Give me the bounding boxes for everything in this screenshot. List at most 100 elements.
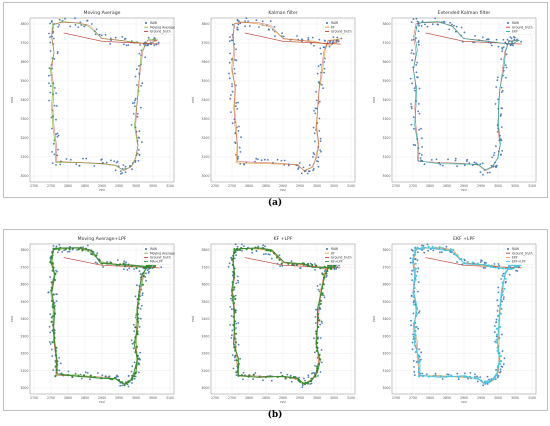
raw-point: [501, 149, 504, 152]
raw-point: [278, 254, 281, 256]
row-label-b: (b): [267, 410, 283, 420]
raw-point: [144, 56, 147, 59]
raw-point: [502, 363, 505, 366]
raw-point: [83, 25, 85, 28]
raw-point: [140, 85, 142, 87]
raw-point: [141, 294, 144, 296]
raw-point: [49, 36, 51, 38]
raw-point: [412, 312, 415, 315]
chart-title: Moving Average+LPF: [78, 236, 127, 242]
lpf-marker: [267, 249, 270, 252]
raw-point: [418, 103, 420, 105]
lpf-marker: [71, 247, 75, 250]
raw-point: [337, 40, 340, 43]
raw-point: [74, 17, 76, 20]
raw-point: [501, 47, 504, 50]
lpf-marker: [298, 380, 302, 383]
y-tick-label: 3100: [382, 369, 390, 373]
raw-point: [456, 165, 458, 168]
lpf-marker: [136, 354, 139, 357]
raw-point: [320, 52, 322, 55]
raw-point: [410, 39, 413, 41]
chart-title: Kalman filter: [268, 10, 297, 16]
raw-point: [135, 68, 138, 71]
raw-point: [515, 269, 517, 272]
lpf-marker: [315, 365, 319, 368]
x-tick-label: 2700: [30, 396, 38, 400]
raw-point: [102, 161, 104, 164]
lpf-marker: [474, 377, 477, 380]
raw-point: [451, 23, 453, 26]
raw-point: [418, 128, 421, 131]
lpf-marker: [316, 367, 319, 370]
raw-point: [449, 21, 451, 24]
lpf-marker: [330, 267, 333, 270]
x-tick-label: 3000: [494, 184, 502, 188]
x-tick-label: 2900: [98, 396, 106, 400]
x-tick-label: 3100: [347, 184, 355, 188]
raw-point: [255, 19, 258, 22]
lpf-marker: [134, 336, 137, 339]
raw-point: [495, 321, 498, 323]
y-tick-label: 3800: [201, 22, 209, 26]
raw-point: [235, 327, 237, 329]
raw-point: [76, 249, 78, 251]
raw-point: [340, 37, 343, 40]
raw-point: [323, 270, 326, 272]
lpf-marker: [53, 336, 56, 340]
lpf-marker: [51, 251, 54, 254]
raw-point: [49, 22, 51, 25]
raw-point: [409, 257, 412, 260]
raw-point: [248, 25, 251, 27]
lpf-marker: [495, 338, 498, 341]
raw-point: [315, 322, 317, 324]
raw-point: [425, 373, 428, 375]
raw-point: [123, 38, 126, 40]
raw-point: [138, 65, 140, 67]
chart-panel-extended-kalman: Extended Kalman filter 2700 2750 2800 2850 29…: [370, 6, 542, 192]
lpf-marker: [411, 261, 414, 264]
x-tick-label: 2950: [296, 184, 304, 188]
x-tick-label: 3050: [330, 396, 338, 400]
legend-entry: Ground_truth: [331, 256, 352, 260]
raw-point: [273, 26, 276, 28]
raw-point: [53, 104, 56, 107]
lpf-marker: [58, 248, 61, 251]
raw-point: [314, 269, 316, 271]
x-tick-label: 3100: [528, 396, 536, 400]
raw-point: [421, 137, 423, 140]
lpf-marker: [314, 375, 317, 378]
chart-svg: Moving Average 2700 2750 2800 2850 2900 2950 30…: [10, 10, 175, 192]
raw-point: [233, 288, 235, 291]
lpf-marker: [414, 267, 417, 270]
raw-point: [319, 323, 322, 326]
raw-point: [412, 250, 414, 252]
raw-point: [132, 347, 135, 350]
y-tick-label: 3200: [382, 352, 390, 356]
legend-entry: RAW: [512, 21, 519, 25]
raw-point: [236, 28, 238, 31]
y-tick-label: 3100: [382, 155, 390, 159]
raw-point: [313, 132, 316, 135]
raw-point: [479, 376, 482, 378]
lpf-marker: [412, 257, 415, 260]
lpf-marker: [261, 247, 264, 250]
series-ground-truth: [51, 22, 158, 172]
raw-point: [504, 41, 507, 44]
lpf-marker: [414, 253, 417, 256]
raw-point: [485, 38, 488, 41]
raw-point: [82, 246, 84, 249]
raw-point: [145, 272, 147, 275]
lpf-marker: [434, 246, 437, 249]
lpf-marker: [500, 307, 503, 310]
raw-point: [416, 270, 419, 273]
raw-point: [55, 164, 57, 166]
raw-point: [436, 23, 439, 26]
raw-point: [322, 46, 325, 48]
lpf-marker: [100, 377, 103, 380]
raw-point: [410, 105, 413, 108]
raw-point: [51, 355, 54, 357]
raw-point: [235, 48, 237, 51]
x-axis-label: rssi: [280, 400, 286, 404]
